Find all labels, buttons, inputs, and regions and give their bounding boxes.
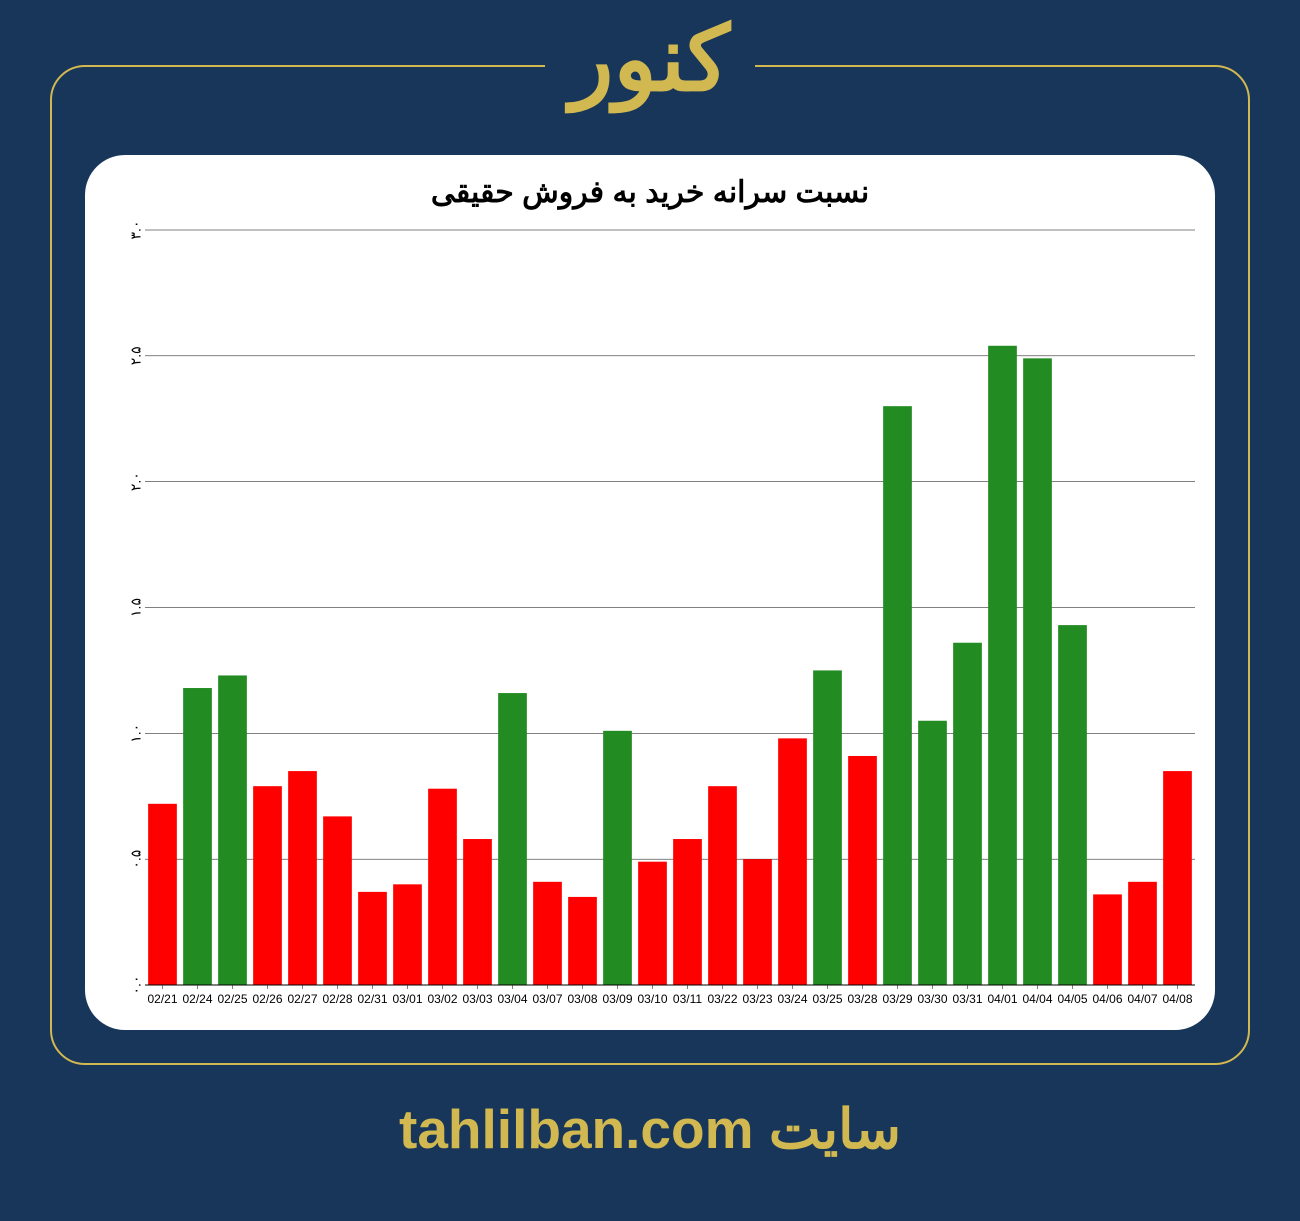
x-tick-label: 04/05 [1057,992,1087,1006]
x-tick-label: 02/21 [147,992,177,1006]
bar [218,675,247,985]
x-tick-label: 04/06 [1092,992,1122,1006]
x-tick-label: 03/01 [392,992,422,1006]
x-tick-label: 02/25 [217,992,247,1006]
y-tick-label: ۲.۰ [128,472,144,491]
chart-card: نسبت سرانه خرید به فروش حقیقی ۰.۰ ۰.۵ ۱.۰ ۱… [85,155,1215,1030]
x-tick-label: 02/24 [182,992,212,1006]
x-tick-label: 04/04 [1022,992,1052,1006]
bar [638,862,667,985]
bar [673,839,702,985]
y-tick-label: ۰.۵ [128,850,144,869]
bar [988,346,1017,985]
x-tick-label: 03/10 [637,992,667,1006]
x-tick-label: 03/22 [707,992,737,1006]
x-tick-label: 04/08 [1162,992,1192,1006]
footer-prefix: سایت [769,1098,901,1160]
bar [148,804,177,985]
x-tick-label: 03/28 [847,992,877,1006]
y-tick-label: ۳.۰ [128,221,144,240]
y-tick-label: ۱.۵ [128,598,144,617]
x-tick-label: 03/11 [673,992,702,1006]
bar [708,786,737,985]
bar [918,721,947,985]
bar [463,839,492,985]
x-tick-label: 04/01 [987,992,1017,1006]
x-tick-label: 02/26 [252,992,282,1006]
y-tick-label: ۱.۰ [128,724,144,743]
bar [568,897,597,985]
bar [323,816,352,985]
bar-chart: ۰.۰ ۰.۵ ۱.۰ ۱.۵ ۲.۰ ۲.۵ ۳.۰ 02/21 02/24 02/25 02/2… [100,220,1200,1020]
footer-text: سایت tahlilban.com [399,1097,901,1161]
x-tick-label: 03/29 [882,992,912,1006]
y-tick-label: ۲.۵ [128,346,144,365]
y-tick-label: ۰.۰ [128,976,144,995]
bar [1128,882,1157,985]
x-tick-label: 03/24 [777,992,807,1006]
bar [743,859,772,985]
bar [253,786,282,985]
x-tick-label: 03/23 [742,992,772,1006]
x-tick-label: 03/04 [497,992,527,1006]
x-tick-label: 03/31 [952,992,982,1006]
bar [1058,625,1087,985]
footer-url: tahlilban.com [399,1098,754,1160]
x-tick-label: 03/07 [532,992,562,1006]
x-tick-label: 03/30 [917,992,947,1006]
bar [393,884,422,985]
bar [883,406,912,985]
page-title: کنور [545,15,755,105]
bar [288,771,317,985]
bar [1163,771,1192,985]
x-tick-label: 03/03 [462,992,492,1006]
bar [1093,894,1122,985]
x-tick-label: 04/07 [1127,992,1157,1006]
bar [953,643,982,985]
x-tick-label: 02/27 [287,992,317,1006]
x-tick-label: 03/25 [812,992,842,1006]
chart-title: نسبت سرانه خرید به فروش حقیقی [100,175,1200,210]
x-tick-label: 02/28 [322,992,352,1006]
bar [848,756,877,985]
bar [778,738,807,985]
bar [498,693,527,985]
bar [183,688,212,985]
x-tick-label: 03/08 [567,992,597,1006]
bar [533,882,562,985]
bar [813,670,842,985]
bar [1023,358,1052,985]
bar [603,731,632,985]
x-tick-label: 03/09 [602,992,632,1006]
x-tick-label: 03/02 [427,992,457,1006]
bar [428,789,457,985]
x-tick-label: 02/31 [357,992,387,1006]
bar [358,892,387,985]
